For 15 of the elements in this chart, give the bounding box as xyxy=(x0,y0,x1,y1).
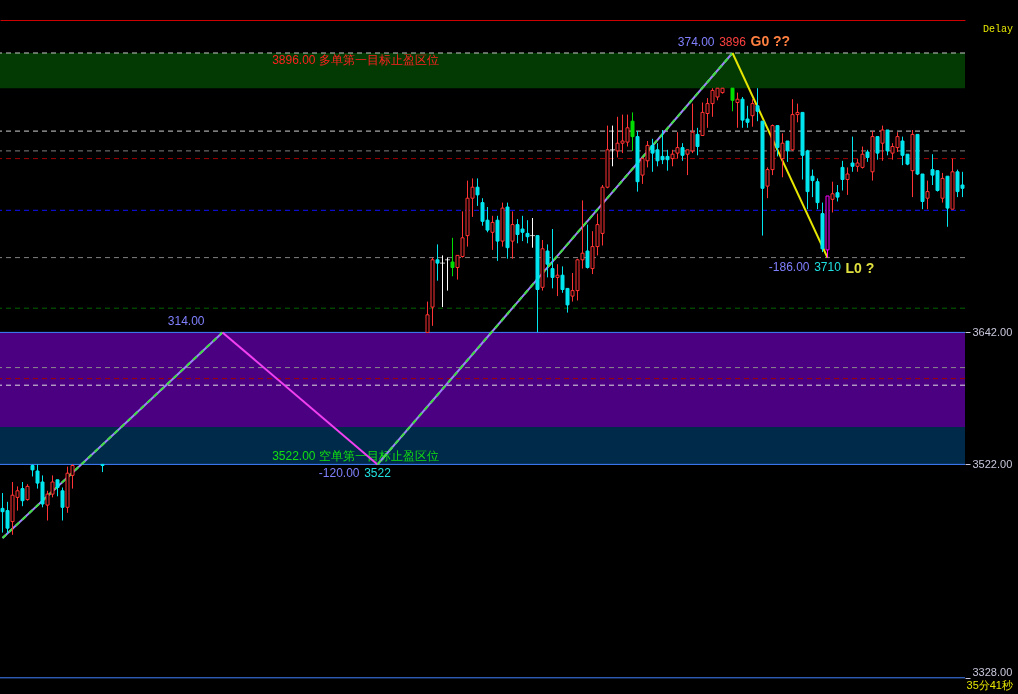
text: Delay xyxy=(982,24,1013,35)
annotation: 314.00 xyxy=(167,314,205,329)
annotation: G0 ?? xyxy=(750,33,791,49)
y-tick-label: 3328.00 xyxy=(972,666,1013,679)
annotation: L0 ? xyxy=(845,259,875,276)
y-tick-label: 3642.00 xyxy=(972,325,1013,338)
band-label: 3896.00 多单第一目标止盈区位 xyxy=(272,53,439,67)
annotation: -120.00 xyxy=(318,466,360,481)
annotation: -186.00 xyxy=(768,259,810,274)
y-tick-label: 3522.00 xyxy=(972,457,1013,470)
data-label: 3522 xyxy=(364,466,392,481)
annotation: 374.00 xyxy=(677,35,715,49)
data-label: 3710 xyxy=(814,259,842,274)
text: 35分41秒 xyxy=(966,679,1013,691)
data-label: 3896 xyxy=(719,35,747,49)
